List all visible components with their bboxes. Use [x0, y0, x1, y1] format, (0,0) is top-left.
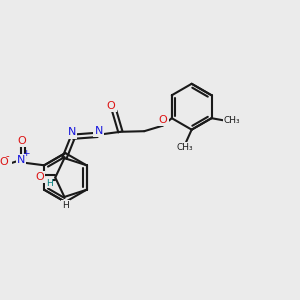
- Text: N: N: [68, 128, 76, 137]
- Text: N: N: [17, 155, 25, 165]
- Text: O: O: [107, 100, 116, 110]
- Text: O: O: [18, 136, 26, 146]
- Text: O: O: [36, 172, 44, 182]
- Text: CH₃: CH₃: [224, 116, 240, 125]
- Text: CH₃: CH₃: [177, 143, 194, 152]
- Text: N: N: [94, 126, 103, 136]
- Text: O: O: [0, 157, 8, 167]
- Text: -: -: [5, 151, 9, 161]
- Text: O: O: [159, 115, 168, 125]
- Text: +: +: [22, 149, 29, 158]
- Text: H: H: [46, 178, 52, 188]
- Text: H: H: [62, 201, 69, 210]
